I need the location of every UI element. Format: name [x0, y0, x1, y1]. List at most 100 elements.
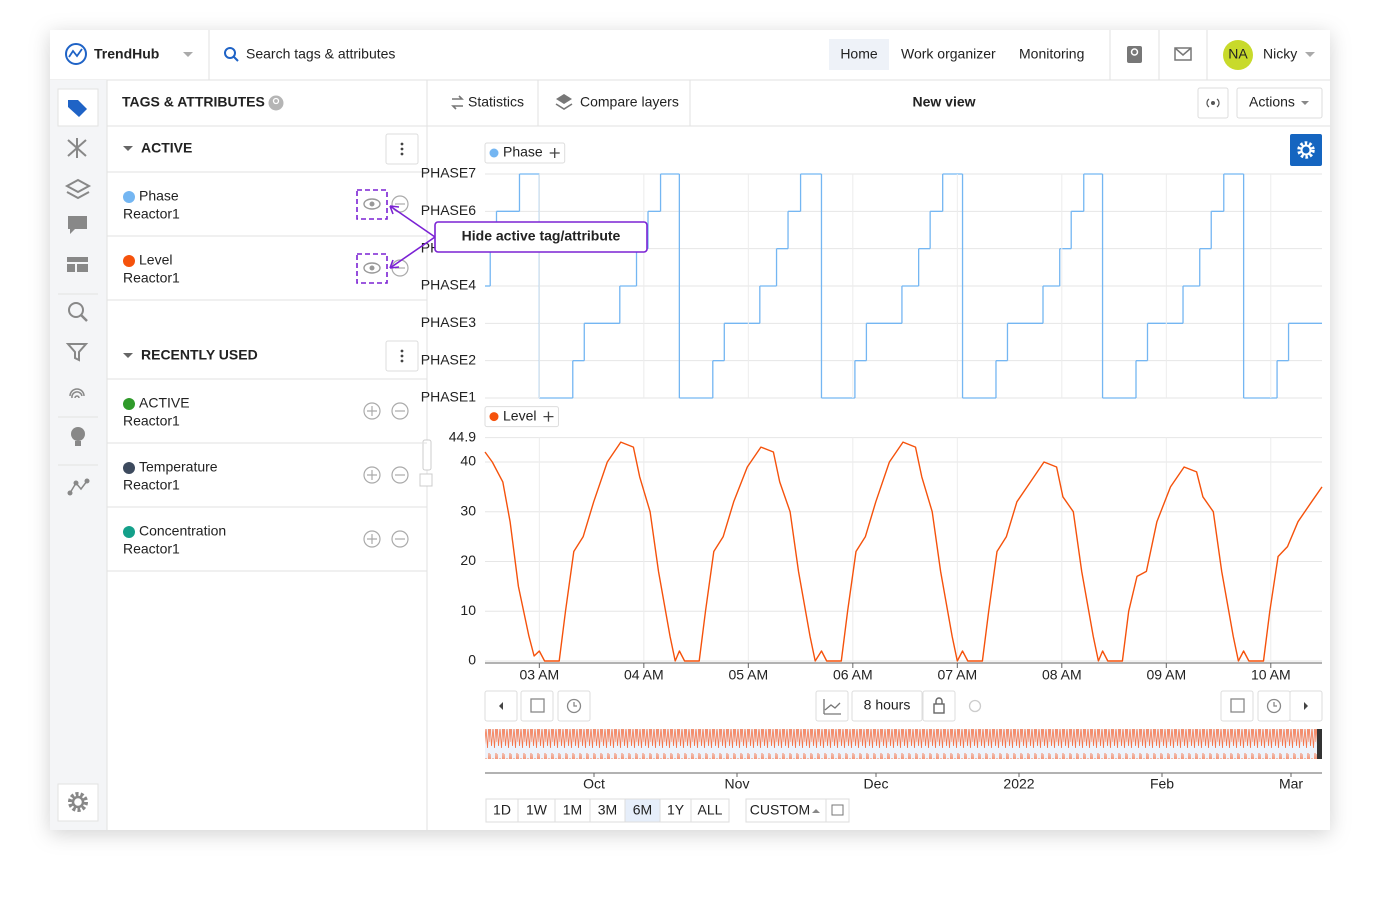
logo-caret[interactable]: [183, 52, 193, 57]
actions-button[interactable]: [1236, 87, 1323, 119]
navigator-series: [485, 729, 1322, 759]
tag-color: [123, 255, 135, 267]
navigator-handle[interactable]: [1317, 729, 1322, 759]
mail-icon: [1174, 47, 1192, 56]
hide-button[interactable]: [363, 198, 381, 210]
duration-box[interactable]: [851, 690, 923, 722]
compare-icon: [555, 103, 573, 110]
compare-tab[interactable]: Compare layers: [580, 94, 679, 110]
compare-icon[interactable]: [556, 94, 572, 104]
collapse-caret[interactable]: [123, 146, 133, 151]
annotation-box: [434, 221, 648, 253]
nav-link[interactable]: Work organizer: [901, 46, 996, 62]
remove-button[interactable]: [391, 530, 409, 548]
range-label: 1W: [526, 802, 548, 818]
calendar-icon: [530, 698, 545, 713]
tags-icon[interactable]: [68, 100, 87, 117]
tag-row[interactable]: [108, 237, 426, 299]
layers-icon[interactable]: [64, 178, 92, 200]
comments-icon[interactable]: [68, 216, 87, 234]
dashboard-icon[interactable]: [67, 257, 88, 272]
add-button[interactable]: [363, 466, 381, 484]
lock-button[interactable]: [922, 690, 956, 722]
add-button[interactable]: [363, 402, 381, 420]
clock-icon: [1273, 702, 1277, 707]
app-window: [50, 30, 1330, 830]
y-tick-label: 20: [460, 552, 476, 568]
search-icon[interactable]: [224, 47, 236, 59]
remove-button[interactable]: [391, 466, 409, 484]
range-label: 1M: [563, 802, 582, 818]
nav-active-bg: [829, 39, 889, 70]
splitter-close[interactable]: [419, 473, 433, 487]
chart-settings-button[interactable]: [1290, 134, 1322, 166]
actions-caret: [1301, 101, 1309, 105]
add-button[interactable]: [363, 530, 381, 548]
x-tick-label: 10 AM: [1251, 667, 1291, 683]
y-tick-label: PHASE6: [421, 202, 476, 218]
end-date-button[interactable]: [1220, 690, 1254, 722]
help-icon: [1130, 48, 1139, 56]
hide-button[interactable]: [363, 262, 381, 274]
logo-icon[interactable]: [65, 43, 87, 65]
reset-icon[interactable]: [968, 699, 982, 713]
start-date-button[interactable]: [520, 690, 554, 722]
logo-text[interactable]: TrendHub: [94, 46, 159, 62]
x-tick-label: 07 AM: [937, 667, 977, 683]
avatar[interactable]: [1223, 40, 1253, 70]
legend-item[interactable]: [484, 142, 566, 164]
menu-dot: [400, 354, 404, 358]
navigator-label: Oct: [583, 776, 605, 792]
nav-link[interactable]: Monitoring: [1019, 46, 1084, 62]
settings-icon[interactable]: [68, 792, 88, 812]
tag-row[interactable]: [108, 508, 426, 570]
add-icon: [367, 406, 377, 416]
range-label: 1Y: [667, 802, 685, 818]
rail-icon[interactable]: [67, 138, 87, 158]
idea-icon[interactable]: [71, 427, 85, 441]
user-name[interactable]: Nicky: [1263, 46, 1297, 62]
annotation-arrow: [389, 236, 436, 269]
hide-icon: [369, 265, 375, 271]
tag-asset: Reactor1: [123, 270, 180, 286]
collapse-caret[interactable]: [123, 353, 133, 358]
statistics-tab[interactable]: Statistics: [468, 94, 524, 110]
avatar-initials: NA: [1228, 46, 1248, 62]
picker-icon: [831, 804, 844, 816]
zoom-icon: [823, 699, 841, 715]
splitter-handle[interactable]: [422, 439, 432, 471]
menu-dot: [400, 152, 404, 156]
custom-caret: [812, 809, 820, 813]
nav-link[interactable]: Home: [840, 46, 878, 62]
remove-button[interactable]: [391, 402, 409, 420]
lock-icon: [935, 697, 943, 704]
fingerprint-icon[interactable]: [69, 388, 85, 399]
tag-name: ACTIVE: [139, 395, 190, 411]
legend-swatch: [489, 412, 499, 422]
panel-frame: TAGS & ATTRIBUTES Statistics Compare lay…: [107, 80, 1330, 830]
actions-label: Actions: [1249, 94, 1295, 110]
x-tick-label: 03 AM: [519, 667, 559, 683]
user-caret[interactable]: [1305, 52, 1315, 57]
statistics-icon[interactable]: [451, 95, 464, 110]
annotation-text: Hide active tag/attribute: [462, 228, 621, 244]
view-name[interactable]: New view: [912, 94, 975, 110]
x-tick-label: 06 AM: [833, 667, 873, 683]
tag-color: [123, 462, 135, 474]
tag-row[interactable]: [108, 173, 426, 235]
custom-picker[interactable]: [825, 798, 850, 823]
search-input[interactable]: Search tags & attributes: [246, 46, 395, 62]
range-button[interactable]: [690, 798, 730, 823]
tag-row[interactable]: [108, 380, 426, 442]
filter-icon[interactable]: [65, 343, 89, 362]
legend-item[interactable]: [484, 406, 559, 428]
mail-icon[interactable]: [1174, 47, 1192, 61]
search-rail-icon[interactable]: [68, 302, 84, 318]
network-icon: [67, 490, 73, 496]
tag-row[interactable]: [108, 444, 426, 506]
gear-icon: [1297, 141, 1315, 159]
legend-label: Level: [503, 407, 536, 423]
network-icon[interactable]: [69, 480, 88, 494]
idea-icon: [75, 441, 81, 446]
